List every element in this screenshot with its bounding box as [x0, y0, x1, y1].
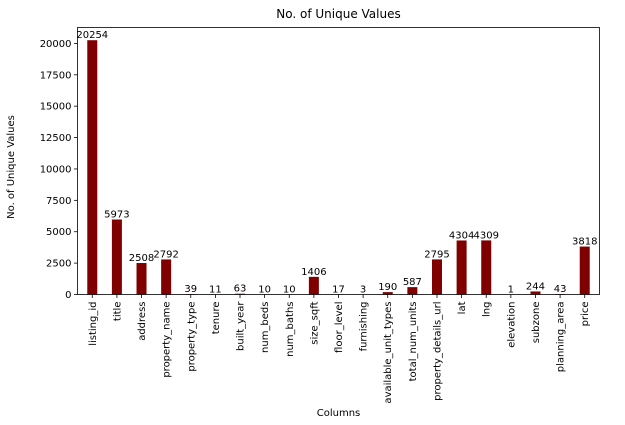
- x-tick-label: num_beds: [260, 302, 271, 353]
- data-label: 63: [234, 284, 247, 295]
- data-label: 4304: [449, 230, 474, 241]
- x-tick-label: property_type: [186, 302, 197, 372]
- x-axis-label: Columns: [317, 408, 361, 419]
- data-label: 4309: [474, 230, 499, 241]
- x-tick-label: property_details_url: [432, 302, 443, 401]
- data-label: 17: [332, 284, 345, 295]
- y-tick-label: 10000: [40, 164, 72, 175]
- x-tick-label: tenure: [211, 302, 222, 335]
- data-label: 3: [360, 284, 366, 295]
- data-label: 244: [526, 281, 545, 292]
- chart-title: No. of Unique Values: [276, 7, 400, 21]
- bar-series: [87, 40, 590, 295]
- x-tick-label: available_unit_types: [383, 302, 394, 404]
- data-label: 1406: [301, 267, 326, 278]
- bar: [481, 240, 492, 295]
- x-tick-label: property_name: [162, 302, 173, 378]
- data-label: 1: [508, 284, 514, 295]
- data-label: 5973: [104, 210, 129, 221]
- x-tick-label: address: [137, 302, 148, 341]
- plot-frame: [77, 27, 600, 295]
- y-tick-label: 7500: [46, 196, 71, 207]
- data-label: 2508: [129, 253, 154, 264]
- y-axis-label: No. of Unique Values: [6, 115, 17, 219]
- data-label: 10: [283, 284, 296, 295]
- data-label: 3818: [572, 237, 597, 248]
- x-tick-label: num_baths: [285, 302, 296, 357]
- bar: [382, 292, 393, 295]
- x-tick-label: floor_level: [334, 302, 345, 353]
- x-tick-label: price: [580, 302, 591, 327]
- y-tick-label: 15000: [40, 102, 72, 113]
- data-labels: 20254 5973 2508 2792 39 11 63 10 10 1406 17 3 190 587…: [76, 30, 597, 295]
- x-tick-label: built_year: [236, 301, 247, 351]
- data-label: 190: [378, 282, 397, 293]
- bar: [111, 219, 122, 295]
- x-tick-label: listing_id: [88, 302, 99, 346]
- data-label: 43: [554, 284, 567, 295]
- bar: [161, 259, 172, 295]
- x-tick-label: title: [112, 302, 123, 322]
- x-tick-label: planning_area: [556, 302, 567, 373]
- bar: [407, 287, 418, 295]
- y-tick-label: 2500: [46, 259, 71, 270]
- data-label: 2795: [424, 249, 449, 260]
- x-tick-label: furnishing: [359, 302, 370, 352]
- bar: [530, 291, 541, 295]
- x-tick-label: total_num_units: [408, 302, 419, 382]
- x-tick-label: subzone: [531, 302, 542, 344]
- bar: [87, 40, 98, 295]
- bar: [456, 240, 467, 295]
- y-tick-label: 17500: [40, 70, 72, 81]
- bar: [431, 259, 442, 295]
- x-axis: listing_id title address property_name prope…: [88, 294, 591, 404]
- y-tick-label: 5000: [46, 227, 71, 238]
- y-tick-label: 0: [65, 290, 71, 301]
- data-label: 2792: [153, 249, 178, 260]
- x-tick-label: elevation: [506, 302, 517, 348]
- bar: [579, 246, 590, 295]
- data-label: 11: [209, 284, 222, 295]
- x-tick-label: lng: [482, 302, 493, 317]
- data-label: 587: [403, 277, 422, 288]
- data-label: 39: [184, 284, 197, 295]
- data-label: 20254: [76, 30, 108, 41]
- y-tick-label: 20000: [40, 39, 72, 50]
- y-tick-label: 12500: [40, 133, 72, 144]
- bar: [308, 276, 319, 295]
- x-tick-label: size_sqft: [309, 301, 320, 344]
- bar: [136, 263, 147, 295]
- data-label: 10: [258, 284, 271, 295]
- y-axis: 0 2500 5000 7500 10000 12500 15000 17500 20000: [40, 39, 78, 301]
- x-tick-label: lat: [457, 301, 468, 314]
